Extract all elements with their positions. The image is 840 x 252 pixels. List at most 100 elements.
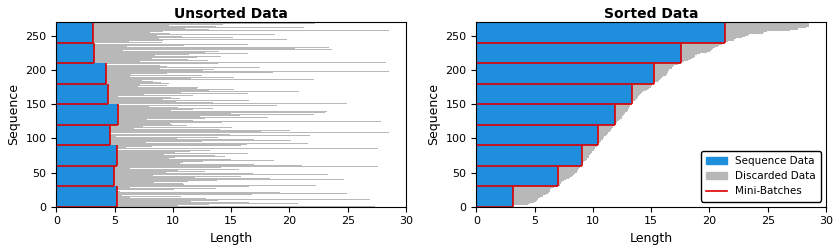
Bar — [56, 149, 118, 150]
Bar — [56, 63, 218, 64]
Bar — [476, 206, 513, 207]
Bar — [56, 122, 223, 123]
Bar — [56, 200, 218, 201]
Bar — [476, 31, 767, 32]
X-axis label: Length: Length — [210, 232, 253, 245]
Bar — [56, 125, 110, 145]
Bar — [56, 71, 389, 72]
Bar — [56, 141, 202, 142]
Bar — [56, 150, 210, 151]
Bar — [56, 27, 269, 28]
Bar — [476, 127, 613, 128]
Bar — [56, 138, 177, 139]
Bar — [476, 60, 688, 61]
Bar — [56, 108, 213, 109]
Bar — [476, 118, 621, 119]
Bar — [56, 49, 333, 50]
Bar — [56, 182, 155, 183]
Bar — [476, 48, 713, 49]
Bar — [56, 192, 197, 193]
Bar — [56, 166, 114, 186]
Bar — [476, 204, 528, 205]
Bar — [476, 130, 611, 131]
Bar — [476, 65, 674, 66]
Bar — [476, 70, 669, 71]
Bar — [56, 185, 202, 186]
Bar — [56, 26, 216, 27]
Bar — [56, 36, 389, 37]
Bar — [56, 183, 114, 184]
Bar — [56, 23, 315, 24]
Bar — [56, 42, 162, 43]
Bar — [476, 92, 641, 93]
Bar — [476, 61, 685, 62]
Bar — [56, 45, 184, 46]
Bar — [476, 95, 639, 96]
Bar — [56, 164, 255, 165]
Bar — [56, 121, 381, 122]
Bar — [56, 157, 175, 158]
Bar — [56, 31, 163, 32]
Bar — [476, 171, 577, 172]
Bar — [56, 175, 153, 176]
X-axis label: Length: Length — [630, 232, 673, 245]
Bar — [476, 22, 726, 43]
Bar — [56, 61, 140, 62]
Bar — [476, 78, 661, 79]
Bar — [56, 163, 180, 164]
Bar — [476, 109, 628, 110]
Bar — [56, 53, 248, 54]
Bar — [56, 95, 193, 96]
Bar — [56, 147, 126, 148]
Bar — [56, 130, 290, 131]
Bar — [476, 104, 616, 125]
Bar — [56, 161, 203, 162]
Bar — [476, 43, 723, 44]
Bar — [476, 51, 709, 52]
Bar — [476, 38, 737, 39]
Bar — [56, 40, 164, 41]
Bar — [56, 30, 389, 31]
Bar — [56, 96, 118, 97]
Bar — [56, 144, 247, 145]
Bar — [56, 205, 178, 206]
Bar — [476, 150, 595, 151]
Bar — [476, 49, 712, 50]
Bar — [56, 203, 297, 204]
Bar — [56, 81, 154, 82]
Bar — [56, 107, 178, 108]
Bar — [476, 188, 551, 189]
Bar — [476, 37, 742, 38]
Bar — [56, 116, 200, 117]
Bar — [476, 166, 558, 186]
Bar — [476, 39, 734, 40]
Bar — [476, 45, 719, 46]
Bar — [56, 91, 299, 92]
Bar — [56, 75, 202, 76]
Bar — [476, 183, 560, 184]
Bar — [56, 69, 214, 70]
Bar — [476, 174, 575, 175]
Y-axis label: Sequence: Sequence — [7, 83, 20, 145]
Bar — [56, 25, 192, 26]
Bar — [56, 55, 155, 56]
Bar — [56, 188, 217, 189]
Bar — [476, 182, 561, 183]
Bar — [56, 68, 160, 69]
Bar — [476, 149, 595, 150]
Bar — [476, 108, 629, 109]
Bar — [476, 71, 668, 72]
Bar — [476, 154, 591, 155]
Bar — [56, 51, 275, 52]
Bar — [476, 86, 651, 87]
Bar — [476, 135, 606, 136]
Bar — [476, 28, 798, 29]
Bar — [56, 194, 139, 195]
Bar — [56, 65, 160, 66]
Bar — [476, 175, 573, 176]
Bar — [56, 120, 193, 121]
Bar — [56, 190, 118, 191]
Bar — [56, 152, 175, 153]
Bar — [476, 144, 598, 145]
Bar — [56, 176, 241, 177]
